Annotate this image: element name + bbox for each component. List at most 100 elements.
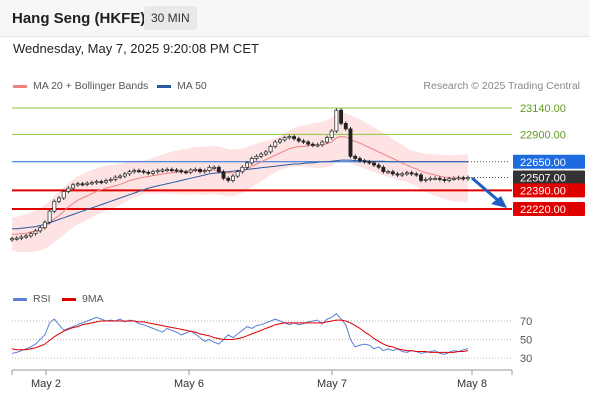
candle — [301, 140, 306, 143]
candle — [216, 166, 221, 173]
candle — [409, 172, 414, 175]
candle — [437, 177, 442, 180]
forecast-arrowhead — [491, 196, 507, 208]
candle — [466, 177, 470, 180]
x-tick-label-3: May 8 — [457, 378, 487, 390]
candle — [357, 158, 362, 162]
legend-ma50: MA 50 — [157, 80, 207, 92]
ma50-label: MA 50 — [177, 80, 207, 92]
candle — [174, 169, 179, 172]
candle — [268, 146, 273, 153]
candle — [193, 169, 198, 172]
candle — [245, 162, 250, 168]
candle — [183, 171, 188, 174]
candle — [89, 182, 94, 185]
candle — [24, 235, 29, 238]
ma9-label: 9MA — [82, 293, 104, 305]
candle — [104, 180, 108, 183]
rsi-tick-50: 50 — [520, 335, 532, 347]
candle — [428, 177, 433, 180]
candle — [160, 169, 165, 172]
candle — [122, 173, 127, 177]
candle — [400, 173, 405, 176]
resistance-label-0: 23140.00 — [520, 103, 566, 115]
candle — [169, 169, 174, 172]
candle — [404, 172, 409, 175]
price-tag-5 — [513, 202, 585, 216]
candle — [414, 173, 419, 176]
candle — [263, 151, 268, 155]
candle — [367, 161, 372, 164]
candle — [141, 170, 146, 173]
candle — [329, 130, 334, 138]
candle — [259, 153, 264, 157]
candle — [212, 166, 217, 169]
candle — [99, 181, 104, 184]
candle — [372, 162, 376, 166]
candle — [146, 171, 151, 174]
candle — [71, 184, 76, 189]
ma20-label: MA 20 + Bollinger Bands — [33, 80, 149, 92]
interval-button[interactable]: 30 MIN — [144, 6, 197, 30]
bollinger-band — [12, 112, 468, 253]
candle — [249, 158, 254, 164]
candle — [85, 182, 90, 185]
rsi-swatch — [13, 297, 27, 301]
header-bar: Hang Seng (HKFE) 30 MIN — [0, 0, 590, 37]
x-tick-label-1: May 6 — [174, 378, 204, 390]
candle — [108, 179, 113, 181]
candle — [113, 176, 118, 180]
candle — [19, 236, 24, 239]
ma50-line — [12, 159, 468, 230]
ma9-swatch — [62, 297, 76, 301]
legend-ma20: MA 20 + Bollinger Bands — [13, 80, 148, 92]
candle — [320, 141, 325, 146]
candle — [442, 179, 447, 181]
candle — [287, 136, 292, 139]
rsi-series-rsi — [11, 312, 469, 355]
candle — [278, 139, 282, 143]
candle — [57, 197, 61, 202]
forecast-arrow-line — [471, 176, 501, 204]
ma20-line — [12, 135, 468, 235]
rsi-series-9ma — [11, 319, 469, 353]
resistance-label-1: 22900.00 — [520, 129, 566, 141]
x-tick-label-2: May 7 — [317, 378, 347, 390]
ma20-swatch — [13, 84, 27, 88]
candle — [339, 109, 344, 124]
candle — [66, 187, 71, 192]
candle — [207, 166, 212, 171]
legend-rsi: RSI — [13, 293, 51, 305]
candle — [348, 128, 353, 157]
candle — [433, 177, 438, 180]
candle — [10, 238, 14, 241]
candle — [188, 169, 193, 173]
candle — [390, 171, 395, 175]
candle — [202, 170, 207, 173]
candle — [132, 170, 137, 173]
candle — [447, 178, 452, 181]
candle — [254, 155, 259, 159]
candle — [306, 141, 311, 145]
candle — [325, 137, 329, 143]
candle — [395, 173, 400, 176]
candle — [136, 170, 141, 173]
candle — [61, 191, 66, 199]
candle — [315, 144, 320, 147]
candle — [28, 233, 33, 237]
rsi-tick-30: 30 — [520, 353, 532, 365]
candle — [419, 174, 423, 181]
candle — [127, 171, 132, 175]
candle — [240, 166, 245, 173]
candle — [221, 171, 226, 179]
candles — [10, 108, 470, 242]
instrument-title: Hang Seng (HKFE) — [12, 10, 146, 27]
rsi-tick-70: 70 — [520, 316, 532, 328]
candle — [75, 183, 80, 186]
candle — [155, 170, 160, 173]
candle — [334, 109, 339, 132]
candle — [14, 237, 19, 240]
candle — [423, 179, 428, 181]
candle — [179, 170, 184, 173]
